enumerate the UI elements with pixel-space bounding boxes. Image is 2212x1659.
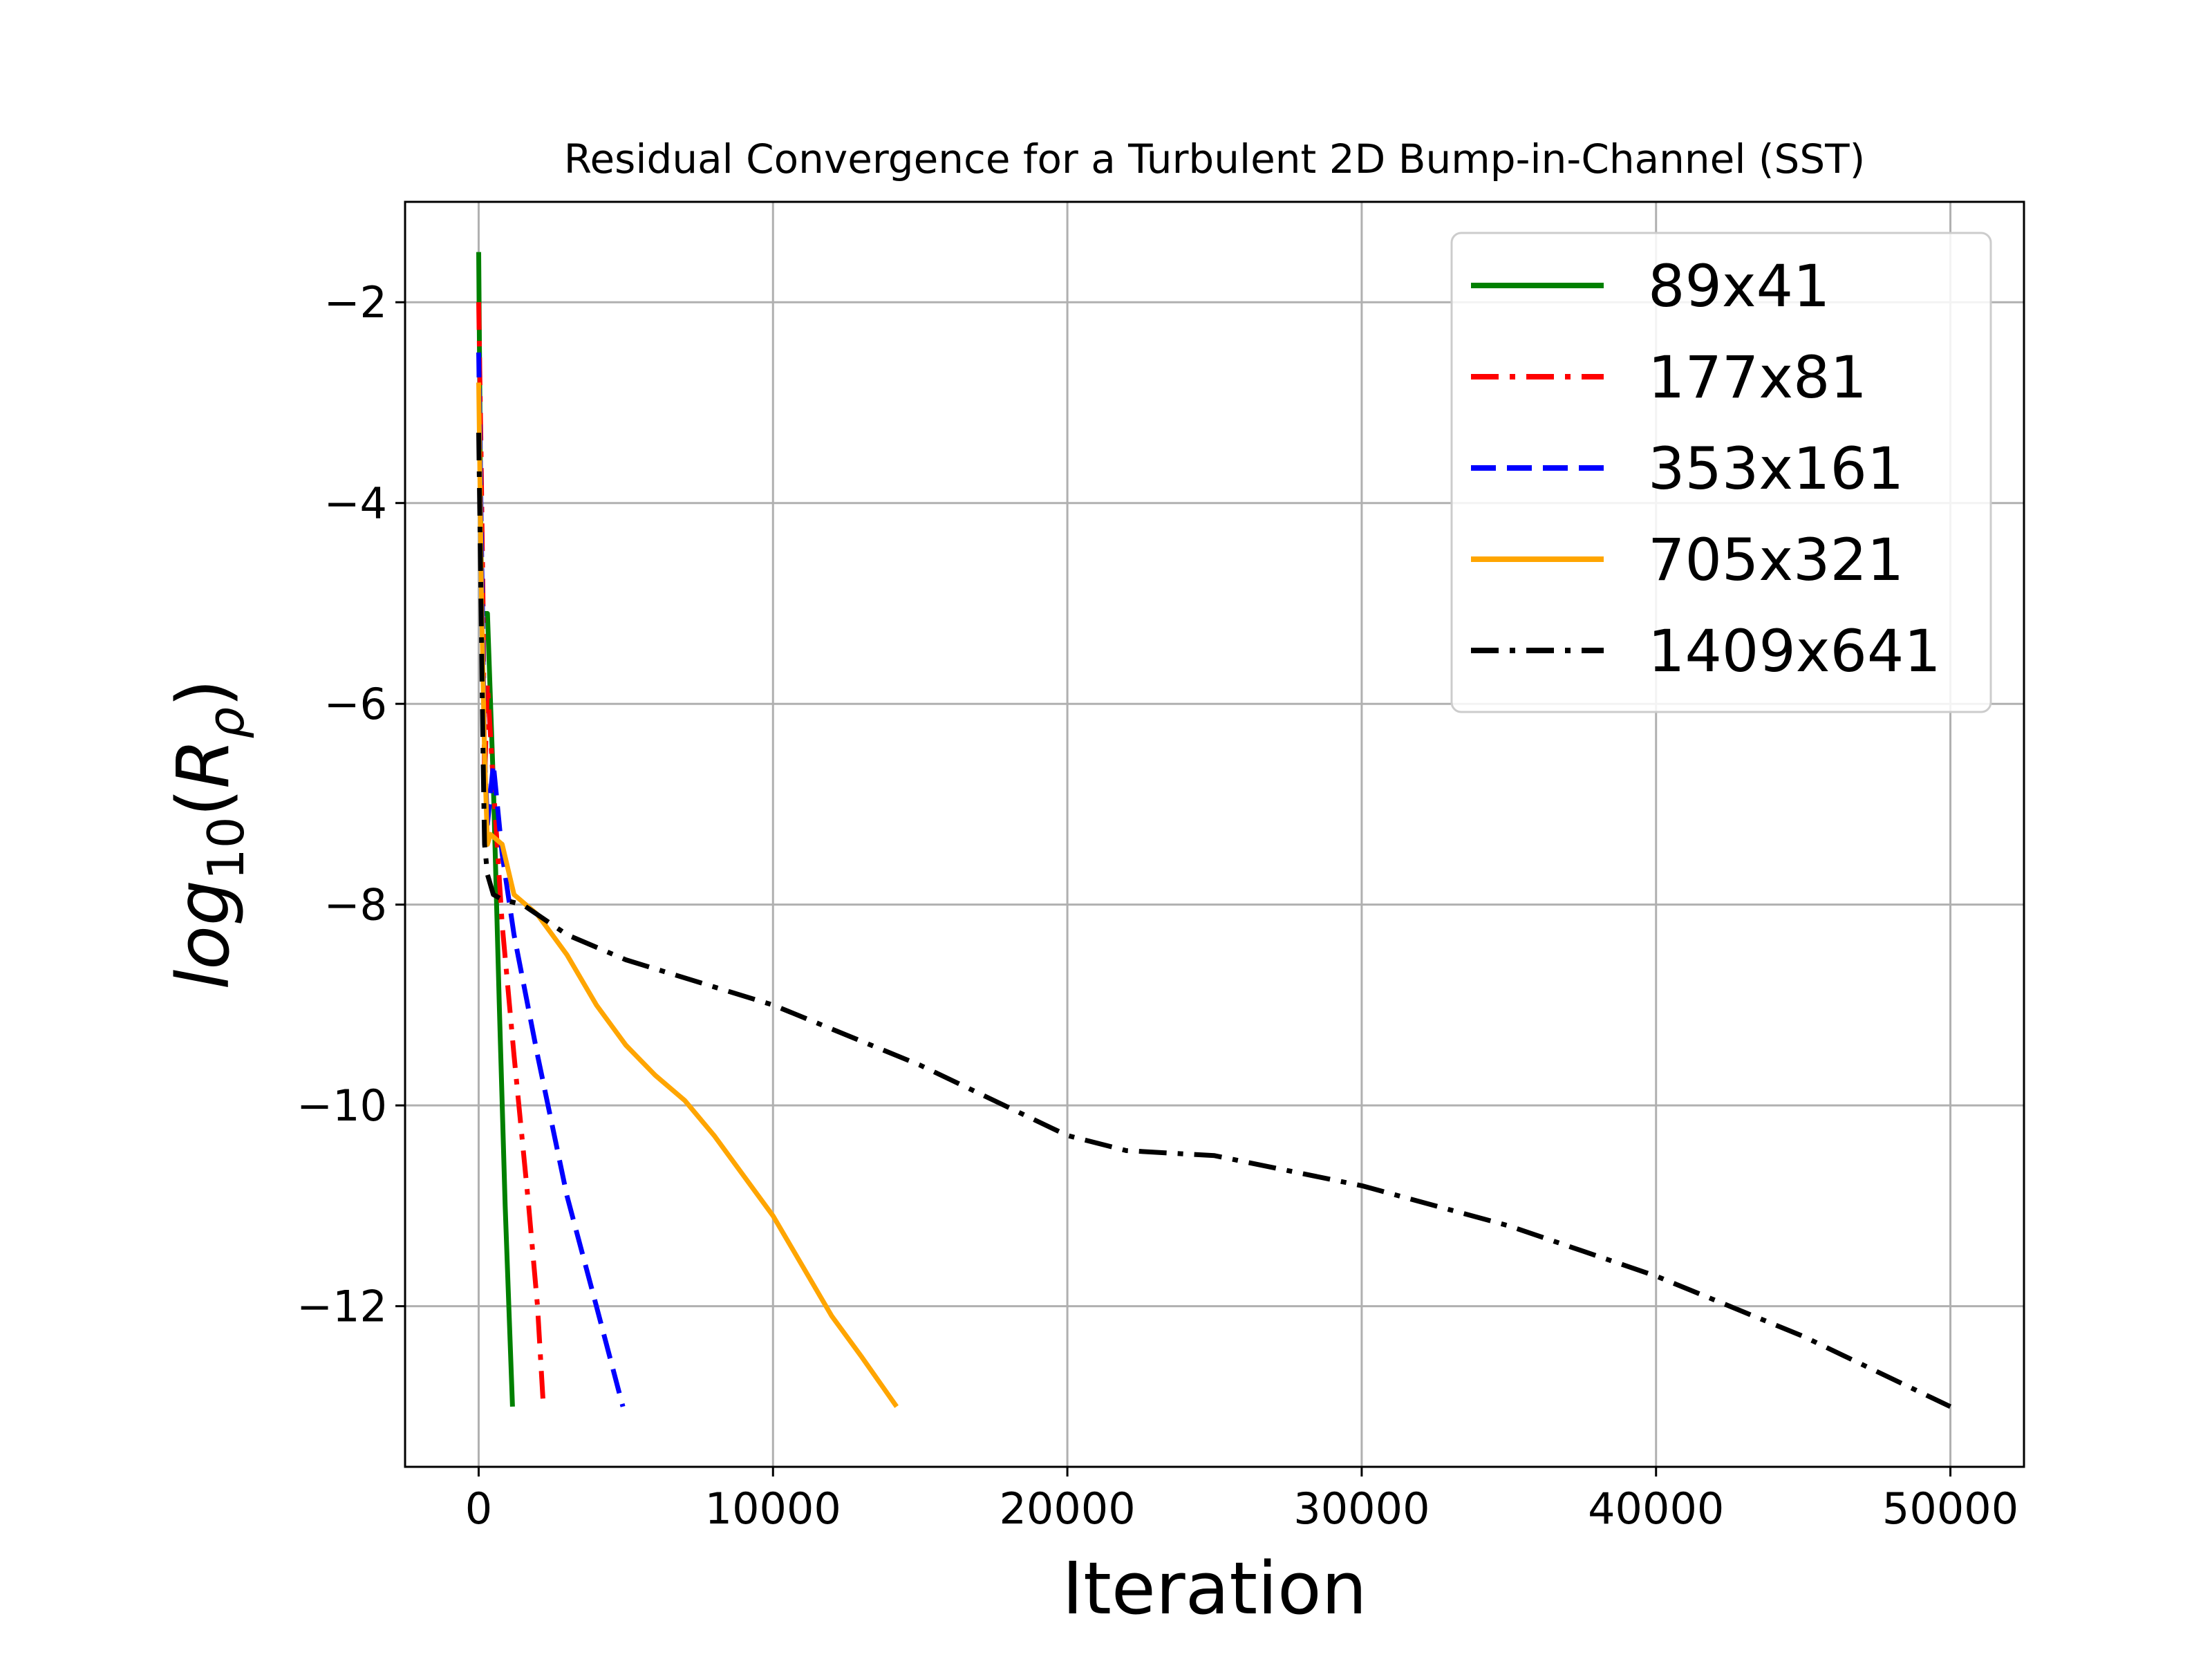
legend-label: 89x41 [1648, 252, 1830, 320]
legend: 89x41 177x81 353x161 705x321 1409x641 [1450, 232, 1992, 713]
y-axis-label-base: log [161, 880, 245, 990]
y-axis-label-sub: 10 [197, 816, 255, 880]
x-tick-label: 50000 [1882, 1483, 2018, 1534]
y-tick-label: −12 [297, 1282, 387, 1332]
legend-label: 177x81 [1648, 344, 1867, 411]
y-tick-label: −2 [324, 277, 387, 328]
x-tick-label: 0 [465, 1483, 492, 1534]
plot-frame [404, 200, 2025, 1468]
y-axis-label-close: ) [161, 679, 245, 707]
series-line-4 [476, 432, 1952, 1409]
chart-title: Residual Convergence for a Turbulent 2D … [564, 135, 1865, 182]
y-axis-label-var-sub: ρ [197, 707, 255, 739]
y-tick-label: −10 [297, 1080, 387, 1131]
legend-label: 353x161 [1648, 435, 1904, 503]
y-axis-label-open: ( [161, 789, 245, 817]
x-tick-label: 30000 [1293, 1483, 1430, 1534]
x-axis-label: Iteration [1062, 1546, 1367, 1631]
x-tick-label: 20000 [999, 1483, 1135, 1534]
x-tick-label: 40000 [1588, 1483, 1724, 1534]
legend-label: 705x321 [1648, 526, 1904, 594]
y-tick-label: −4 [324, 478, 387, 529]
legend-box [1450, 232, 1992, 713]
legend-label: 1409x641 [1648, 617, 1941, 685]
y-axis-label: log10(Rρ) [161, 679, 255, 989]
series-line-3 [476, 382, 899, 1408]
y-axis: −2 −4 −6 −8 −10 −12 [297, 277, 405, 1332]
y-tick-label: −8 [324, 880, 387, 930]
y-axis-label-var: R [161, 739, 245, 789]
legend-entries: 89x41 177x81 353x161 705x321 1409x641 [1471, 252, 1941, 685]
x-tick-label: 10000 [705, 1483, 841, 1534]
series-lines [476, 252, 1952, 1409]
y-tick-label: −6 [324, 679, 387, 729]
x-axis: 0 10000 20000 30000 40000 50000 [465, 1467, 2018, 1534]
